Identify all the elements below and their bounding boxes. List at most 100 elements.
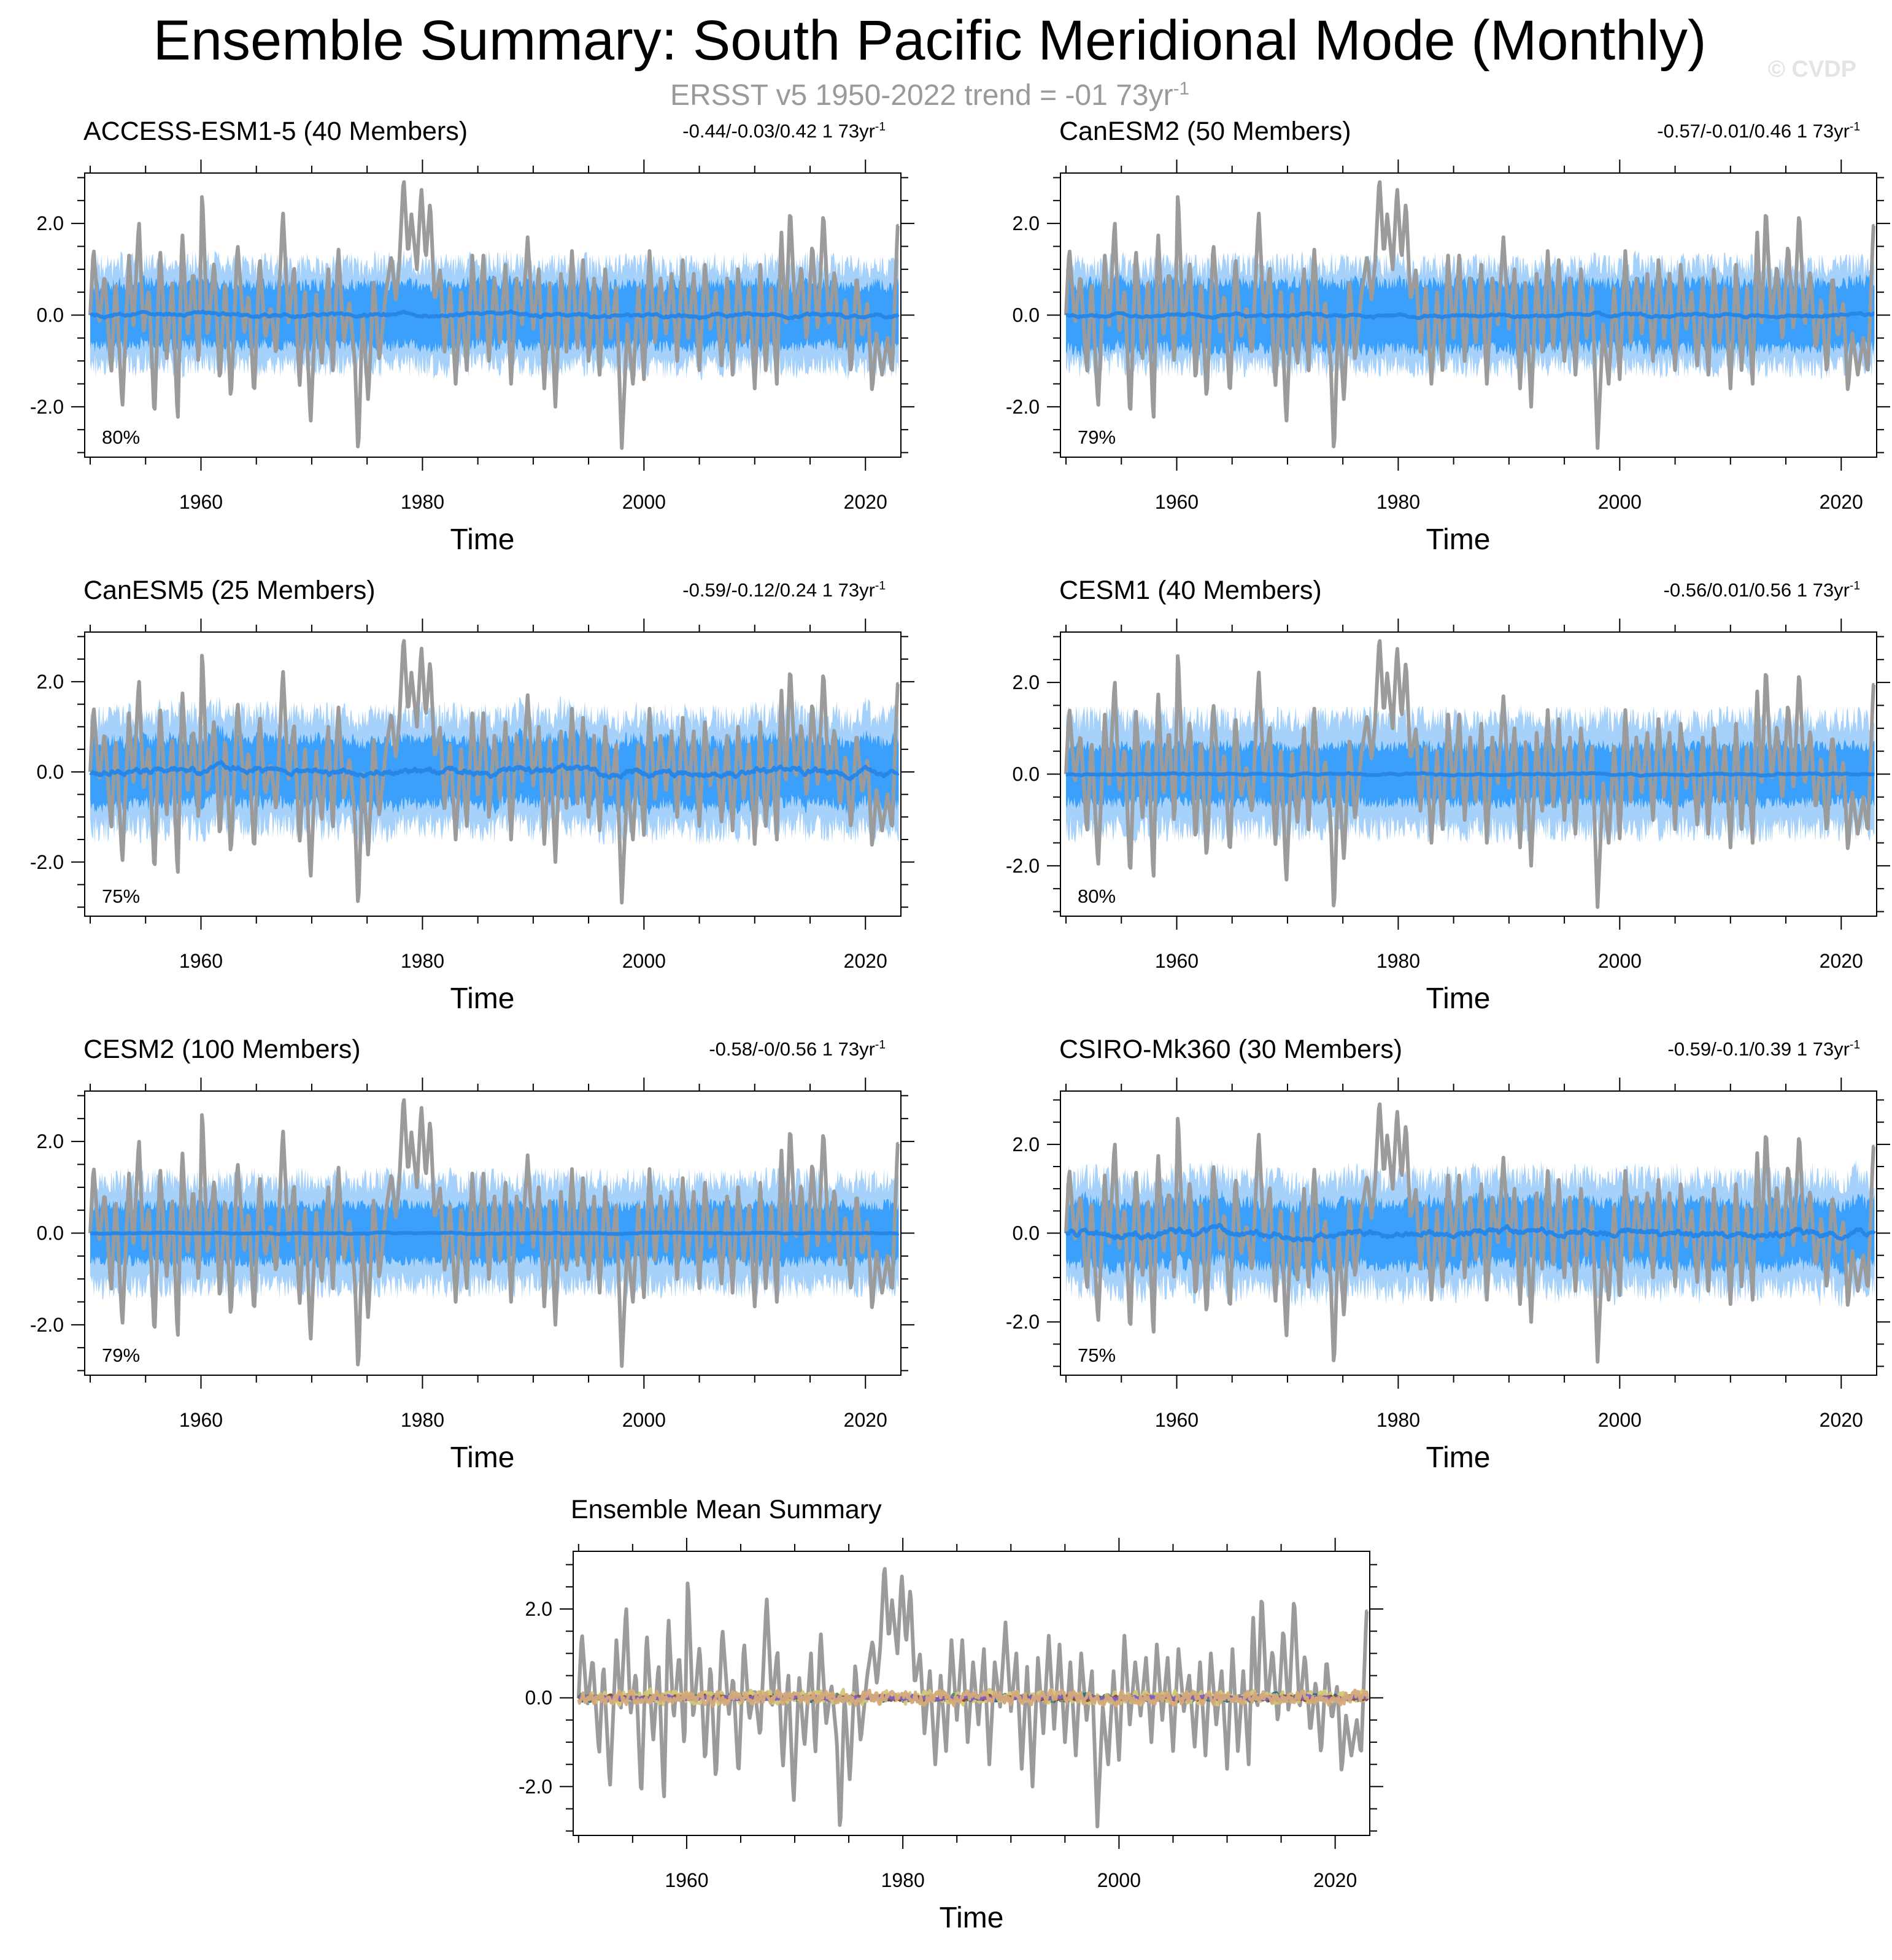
percentile-label: 80% xyxy=(102,426,140,448)
y-tick-label: 0.0 xyxy=(1013,304,1040,326)
panel-cesm1-xlabel: Time xyxy=(1426,982,1491,1015)
panel-canesm2-stats: -0.57/-0.01/0.46 1 73yr-1 xyxy=(1657,120,1860,142)
x-tick-label: 2020 xyxy=(1313,1869,1357,1891)
panel-csiro-stats-exp: -1 xyxy=(1849,1038,1860,1052)
panel-cesm2-xlabel: Time xyxy=(450,1441,515,1474)
panel-csiro-stats: -0.59/-0.1/0.39 1 73yr-1 xyxy=(1668,1038,1861,1060)
panel-csiro-stats-text: -0.59/-0.1/0.39 1 73yr xyxy=(1667,1038,1850,1060)
x-tick-label: 1960 xyxy=(665,1869,708,1891)
panel-ensmean-title: Ensemble Mean Summary xyxy=(571,1495,882,1524)
y-tick-label: -2.0 xyxy=(30,851,64,873)
y-tick-label: 2.0 xyxy=(37,671,64,693)
x-tick-label: 2000 xyxy=(622,950,666,972)
x-tick-label: 1980 xyxy=(881,1869,925,1891)
subtitle-exponent: -1 xyxy=(1173,79,1190,99)
x-tick-label: 1960 xyxy=(179,491,223,513)
panel-access-stats-exp: -1 xyxy=(875,120,886,134)
obs-line xyxy=(1064,1102,1875,1364)
y-tick-label: 2.0 xyxy=(1013,212,1040,234)
y-tick-label: -2.0 xyxy=(30,1314,64,1336)
y-tick-label: 0.0 xyxy=(37,304,64,326)
panel-ensmean-xlabel: Time xyxy=(939,1902,1004,1934)
panel-canesm2-stats-exp: -1 xyxy=(1849,120,1860,134)
subtitle-text: ERSST v5 1950-2022 trend = -01 73yr xyxy=(670,79,1173,112)
x-tick-label: 1980 xyxy=(401,950,444,972)
plot-area xyxy=(1064,639,1875,909)
y-tick-label: 0.0 xyxy=(37,761,64,783)
ensemble-mean-line xyxy=(89,760,900,781)
x-tick-label: 1960 xyxy=(179,950,223,972)
panel-cesm1-stats: -0.56/0.01/0.56 1 73yr-1 xyxy=(1664,579,1860,601)
x-tick-label: 2020 xyxy=(844,491,887,513)
plot-area xyxy=(88,639,900,905)
plot-area xyxy=(576,1567,1369,1829)
y-tick-label: 2.0 xyxy=(37,212,64,234)
chart-cesm1: 80% 2.0 0.0 -2.0 1960 1980 2000 2020 xyxy=(1006,619,1890,972)
plot-frame xyxy=(84,631,902,917)
panel-canesm5-stats-exp: -1 xyxy=(875,579,886,593)
x-tick-label: 2000 xyxy=(1598,491,1642,513)
x-tick-label: 1980 xyxy=(1377,950,1420,972)
panel-canesm5-stats: -0.59/-0.12/0.24 1 73yr-1 xyxy=(682,579,886,601)
chart-canesm2: 79% 2.0 0.0 -2.0 1960 1980 2000 2020 xyxy=(1006,160,1890,513)
series-csiro-mk360 xyxy=(577,1688,1369,1708)
ensemble-mean-line xyxy=(1065,1223,1876,1243)
cvdp-watermark: © CVDP xyxy=(1767,56,1856,82)
plot-area xyxy=(88,180,900,450)
chart-ensmean: 2.0 0.0 -2.0 1960 1980 2000 2020 xyxy=(519,1538,1383,1891)
page-title: Ensemble Summary: South Pacific Meridion… xyxy=(153,9,1707,72)
y-tick-label: 0.0 xyxy=(1013,763,1040,785)
panel-canesm5-stats-text: -0.59/-0.12/0.24 1 73yr xyxy=(682,579,875,601)
x-tick-label: 2000 xyxy=(1598,950,1642,972)
x-tick-label: 2000 xyxy=(1598,1409,1642,1431)
x-tick-label: 1980 xyxy=(401,1409,444,1431)
panel-access-xlabel: Time xyxy=(450,523,515,556)
y-tick-label: -2.0 xyxy=(1006,396,1040,418)
panel-csiro-title: CSIRO-Mk360 (30 Members) xyxy=(1059,1035,1403,1064)
panel-cesm2-stats: -0.58/-0/0.56 1 73yr-1 xyxy=(709,1038,886,1060)
obs-line xyxy=(1064,180,1875,450)
obs-line xyxy=(88,180,900,450)
panel-cesm1-stats-exp: -1 xyxy=(1849,579,1860,593)
obs-line xyxy=(576,1567,1369,1829)
chart-cesm2: 79% 2.0 0.0 -2.0 1960 1980 2000 2020 xyxy=(30,1078,914,1431)
x-tick-label: 1960 xyxy=(1155,1409,1199,1431)
x-tick-label: 2020 xyxy=(844,1409,887,1431)
x-tick-label: 2020 xyxy=(844,950,887,972)
x-tick-label: 2000 xyxy=(622,491,666,513)
panel-access-stats-text: -0.44/-0.03/0.42 1 73yr xyxy=(682,120,875,142)
y-tick-label: -2.0 xyxy=(519,1775,552,1797)
percentile-label: 75% xyxy=(102,885,140,907)
y-tick-label: 0.0 xyxy=(1013,1222,1040,1244)
y-tick-label: -2.0 xyxy=(1006,855,1040,877)
panel-cesm1-title: CESM1 (40 Members) xyxy=(1059,576,1322,605)
x-tick-label: 1960 xyxy=(1155,491,1199,513)
x-tick-label: 1980 xyxy=(1377,1409,1420,1431)
y-tick-label: 2.0 xyxy=(1013,1133,1040,1156)
obs-line xyxy=(88,639,900,905)
panel-canesm2-stats-text: -0.57/-0.01/0.46 1 73yr xyxy=(1657,120,1850,142)
x-tick-label: 1960 xyxy=(1155,950,1199,972)
panel-canesm5-title: CanESM5 (25 Members) xyxy=(83,576,376,605)
y-tick-label: 2.0 xyxy=(37,1130,64,1152)
x-tick-label: 1980 xyxy=(401,491,444,513)
chart-csiro: 75% 2.0 0.0 -2.0 1960 1980 2000 2020 xyxy=(1006,1078,1890,1431)
chart-access: 80% 2.0 0.0 -2.0 1960 1980 2000 2020 xyxy=(30,160,914,513)
x-tick-label: 2020 xyxy=(1820,491,1863,513)
y-tick-label: 2.0 xyxy=(525,1598,552,1620)
x-tick-label: 2000 xyxy=(1097,1869,1141,1891)
chart-canesm5: 75% 2.0 0.0 -2.0 1960 1980 2000 2020 xyxy=(30,619,914,972)
panel-access-stats: -0.44/-0.03/0.42 1 73yr-1 xyxy=(682,120,886,142)
plot-frame xyxy=(573,1551,1370,1836)
ensemble-mean-line xyxy=(1065,771,1875,778)
obs-trend-subtitle: ERSST v5 1950-2022 trend = -01 73yr-1 xyxy=(0,79,1859,112)
x-tick-label: 1960 xyxy=(179,1409,223,1431)
percentile-label: 75% xyxy=(1078,1345,1116,1366)
plot-area xyxy=(88,1098,900,1368)
percentile-label: 79% xyxy=(1078,426,1116,448)
panel-canesm2-title: CanESM2 (50 Members) xyxy=(1059,117,1351,146)
plot-area xyxy=(1064,1102,1876,1364)
y-tick-label: -2.0 xyxy=(30,396,64,418)
x-tick-label: 2020 xyxy=(1820,1409,1863,1431)
